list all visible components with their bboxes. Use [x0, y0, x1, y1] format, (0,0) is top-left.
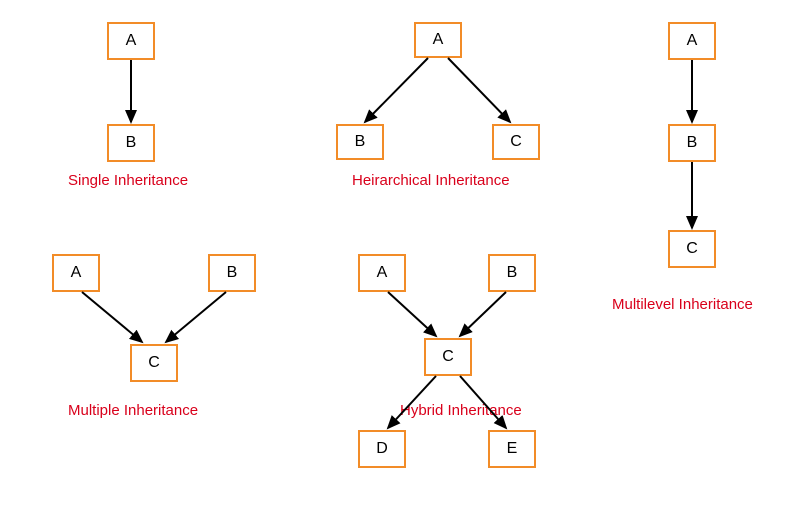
node-label: A [71, 264, 82, 282]
multilevel-node-a: A [668, 22, 716, 60]
hybrid-node-b: B [488, 254, 536, 292]
edge-hier-a-c [448, 58, 510, 122]
edge-hier-a-b [365, 58, 428, 122]
node-label: C [148, 354, 160, 372]
hybrid-caption: Hybrid Inheritance [400, 402, 522, 419]
hybrid-node-e: E [488, 430, 536, 468]
edge-hyb-b-c [460, 292, 506, 336]
single-caption: Single Inheritance [68, 172, 188, 189]
node-label: B [507, 264, 518, 282]
node-label: C [686, 240, 698, 258]
multilevel-node-b: B [668, 124, 716, 162]
multiple-node-a: A [52, 254, 100, 292]
multilevel-caption: Multilevel Inheritance [612, 296, 753, 313]
node-label: B [355, 133, 366, 151]
hybrid-node-d: D [358, 430, 406, 468]
node-label: A [126, 32, 137, 50]
node-label: C [442, 348, 454, 366]
edge-mult-a-c [82, 292, 142, 342]
node-label: A [433, 31, 444, 49]
edge-mult-b-c [166, 292, 226, 342]
edge-hyb-a-c [388, 292, 436, 336]
hierarchical-node-a: A [414, 22, 462, 58]
single-node-a: A [107, 22, 155, 60]
node-label: B [687, 134, 698, 152]
single-node-b: B [107, 124, 155, 162]
hybrid-node-a: A [358, 254, 406, 292]
node-label: A [377, 264, 388, 282]
multiple-caption: Multiple Inheritance [68, 402, 198, 419]
hierarchical-node-b: B [336, 124, 384, 160]
hybrid-node-c: C [424, 338, 472, 376]
multilevel-node-c: C [668, 230, 716, 268]
node-label: B [126, 134, 137, 152]
multiple-node-b: B [208, 254, 256, 292]
node-label: B [227, 264, 238, 282]
hierarchical-node-c: C [492, 124, 540, 160]
multiple-node-c: C [130, 344, 178, 382]
node-label: A [687, 32, 698, 50]
node-label: C [510, 133, 522, 151]
hierarchical-caption: Heirarchical Inheritance [352, 172, 510, 189]
node-label: E [507, 440, 518, 458]
node-label: D [376, 440, 388, 458]
